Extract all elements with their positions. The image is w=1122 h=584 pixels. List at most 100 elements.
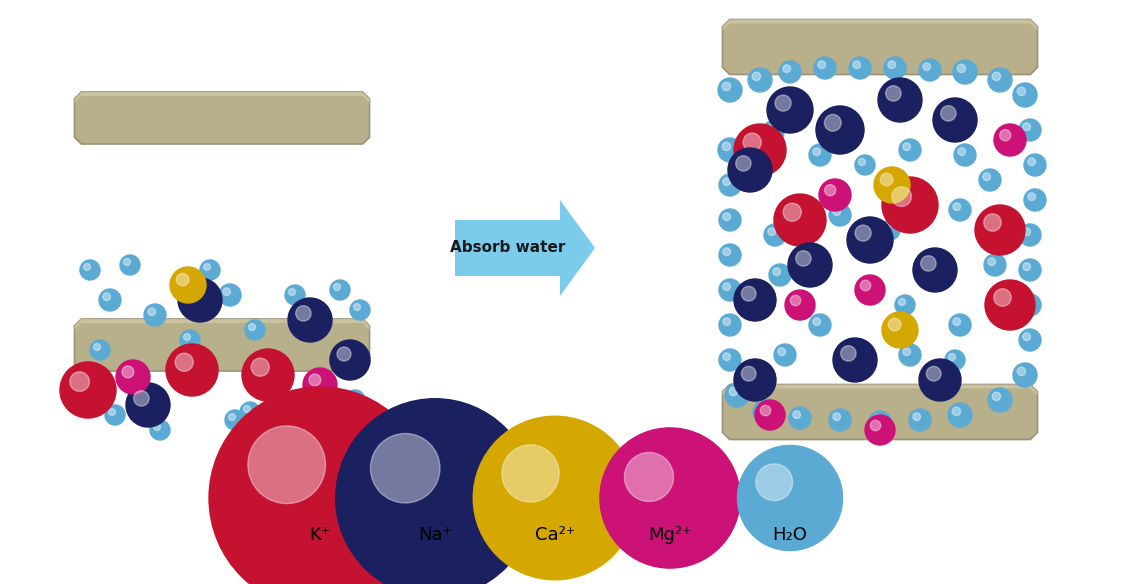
Circle shape [723, 213, 730, 221]
Circle shape [790, 296, 801, 306]
Circle shape [353, 304, 360, 311]
Circle shape [940, 106, 956, 121]
Circle shape [885, 86, 901, 101]
Circle shape [154, 423, 160, 430]
Circle shape [870, 411, 891, 433]
Circle shape [219, 284, 241, 306]
Circle shape [992, 392, 1001, 401]
Circle shape [756, 464, 792, 500]
Circle shape [123, 259, 130, 266]
Circle shape [736, 156, 751, 171]
Circle shape [783, 203, 801, 221]
Circle shape [755, 400, 785, 430]
Text: Ca²⁺: Ca²⁺ [535, 526, 576, 544]
Circle shape [948, 353, 956, 360]
Circle shape [248, 426, 325, 503]
Circle shape [742, 366, 756, 381]
Circle shape [923, 63, 930, 71]
Circle shape [934, 98, 977, 142]
Circle shape [330, 405, 350, 425]
Circle shape [818, 61, 826, 68]
Circle shape [1023, 228, 1030, 235]
Circle shape [184, 333, 191, 340]
Circle shape [166, 344, 218, 396]
Circle shape [120, 255, 140, 275]
Circle shape [144, 304, 166, 326]
Circle shape [240, 402, 260, 422]
Circle shape [899, 344, 921, 366]
Circle shape [752, 72, 761, 81]
Circle shape [1019, 224, 1041, 246]
Text: Absorb water: Absorb water [450, 241, 565, 256]
Polygon shape [723, 384, 1038, 395]
Circle shape [370, 433, 440, 503]
Circle shape [948, 403, 972, 427]
Circle shape [1028, 158, 1036, 165]
Circle shape [723, 142, 730, 151]
Circle shape [737, 446, 843, 551]
Circle shape [761, 405, 771, 416]
Circle shape [1019, 119, 1041, 141]
Circle shape [994, 124, 1026, 156]
Circle shape [988, 68, 1012, 92]
Circle shape [1018, 367, 1026, 376]
Circle shape [1023, 263, 1030, 270]
Circle shape [847, 217, 893, 263]
Circle shape [855, 275, 885, 305]
Circle shape [889, 318, 901, 331]
Circle shape [855, 225, 871, 241]
Circle shape [242, 349, 294, 401]
Circle shape [899, 298, 905, 305]
Text: K⁺: K⁺ [310, 526, 331, 544]
Polygon shape [723, 384, 1038, 440]
Circle shape [895, 295, 916, 315]
Circle shape [987, 258, 995, 266]
Circle shape [833, 413, 840, 420]
Circle shape [774, 194, 826, 246]
Circle shape [984, 214, 1001, 231]
Circle shape [849, 57, 871, 79]
Circle shape [93, 343, 101, 350]
Circle shape [994, 288, 1011, 306]
Circle shape [243, 405, 250, 412]
Circle shape [719, 209, 741, 231]
Circle shape [99, 289, 121, 311]
Circle shape [921, 256, 936, 271]
Circle shape [288, 288, 295, 296]
Circle shape [899, 139, 921, 161]
Circle shape [812, 318, 820, 325]
Circle shape [1024, 154, 1046, 176]
Circle shape [303, 368, 337, 402]
Circle shape [200, 260, 220, 280]
Circle shape [983, 173, 991, 180]
Circle shape [858, 158, 865, 165]
Circle shape [789, 407, 811, 429]
Circle shape [719, 244, 741, 266]
Circle shape [229, 413, 236, 420]
Circle shape [1019, 294, 1041, 316]
Circle shape [767, 87, 813, 133]
Circle shape [767, 228, 775, 235]
Circle shape [819, 179, 850, 211]
Circle shape [723, 82, 730, 91]
Circle shape [748, 68, 772, 92]
Circle shape [753, 400, 778, 424]
Circle shape [209, 387, 431, 584]
Text: Na⁺: Na⁺ [419, 526, 452, 544]
Circle shape [83, 263, 91, 270]
Circle shape [80, 260, 100, 280]
Circle shape [719, 174, 741, 196]
Circle shape [766, 125, 773, 133]
Circle shape [723, 248, 730, 256]
Circle shape [719, 349, 741, 371]
Circle shape [285, 400, 305, 420]
Circle shape [288, 298, 332, 342]
Circle shape [1013, 83, 1037, 107]
Circle shape [884, 57, 905, 79]
Circle shape [742, 286, 756, 301]
Circle shape [1019, 329, 1041, 351]
Circle shape [725, 383, 749, 407]
Text: Mg²⁺: Mg²⁺ [649, 526, 692, 544]
Circle shape [769, 264, 791, 286]
Polygon shape [456, 200, 595, 296]
